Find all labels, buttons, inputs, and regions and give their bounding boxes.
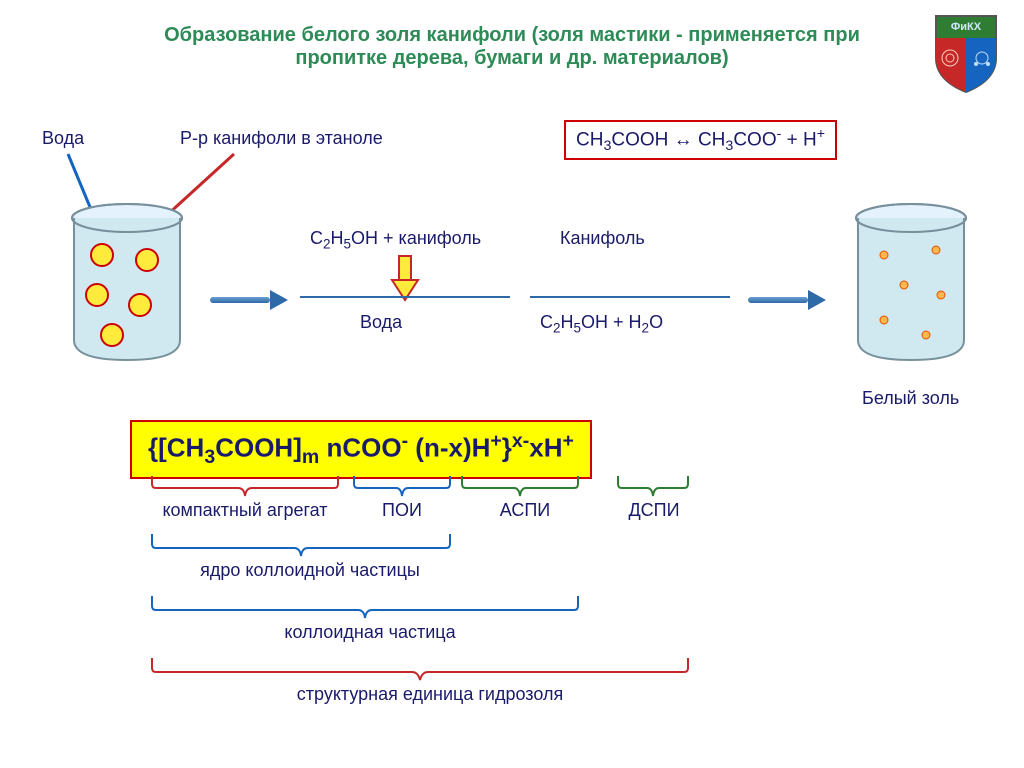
logo-text: ФиКХ (951, 21, 982, 33)
page-title: Образование белого золя канифоли (золя м… (132, 24, 892, 70)
bracket-dspi (616, 474, 690, 498)
bracket-nucleus (150, 532, 452, 558)
beaker-right (846, 200, 976, 375)
label-dspi: ДСПИ (618, 500, 690, 521)
label-water: Вода (42, 128, 84, 149)
label-compact: компактный агрегат (140, 500, 350, 521)
micelle-formula: {[CH3COOH]m nCOO- (n-x)H+}x-xH+ (130, 420, 592, 479)
label-colloid: коллоидная частица (270, 622, 470, 643)
label-nucleus: ядро коллоидной частицы (190, 560, 430, 581)
equation-box: CH3COOH ↔ CH3COO- + H+ (564, 120, 837, 160)
separator-line-1 (300, 296, 510, 298)
beaker-left (62, 200, 192, 375)
logo-shield: ФиКХ (926, 8, 1006, 101)
bracket-struct (150, 656, 690, 682)
label-ethanol-rosin: C2H5OH + канифоль (310, 228, 481, 252)
bracket-aspi (460, 474, 580, 498)
bracket-compact (150, 474, 340, 498)
label-struct: структурная единица гидрозоля (270, 684, 590, 705)
bracket-poi (352, 474, 452, 498)
label-water-2: Вода (360, 312, 402, 333)
process-arrow-2 (748, 290, 826, 310)
label-rosin-ethanol: Р-р канифоли в этаноле (180, 128, 383, 149)
separator-line-2 (530, 296, 730, 298)
label-rosin: Канифоль (560, 228, 645, 249)
label-white-sol: Белый золь (862, 388, 959, 409)
process-arrow-1 (210, 290, 288, 310)
label-ethanol-water: C2H5OH + H2O (540, 312, 663, 336)
label-aspi: АСПИ (490, 500, 560, 521)
bracket-colloid (150, 594, 580, 620)
label-poi: ПОИ (372, 500, 432, 521)
